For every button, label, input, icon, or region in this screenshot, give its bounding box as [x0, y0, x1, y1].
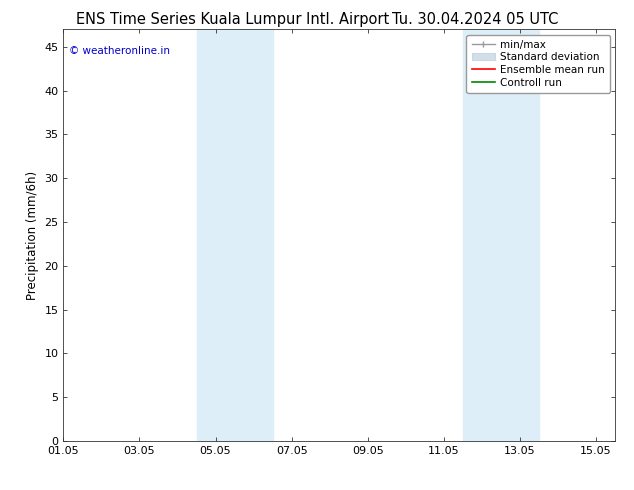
Text: ENS Time Series Kuala Lumpur Intl. Airport: ENS Time Series Kuala Lumpur Intl. Airpo… [76, 12, 389, 27]
Text: Tu. 30.04.2024 05 UTC: Tu. 30.04.2024 05 UTC [392, 12, 558, 27]
Text: © weatheronline.in: © weatheronline.in [69, 46, 170, 56]
Legend: min/max, Standard deviation, Ensemble mean run, Controll run: min/max, Standard deviation, Ensemble me… [467, 35, 610, 93]
Bar [463, 29, 539, 441]
Y-axis label: Precipitation (mm/6h): Precipitation (mm/6h) [26, 171, 39, 300]
Bar [197, 29, 273, 441]
